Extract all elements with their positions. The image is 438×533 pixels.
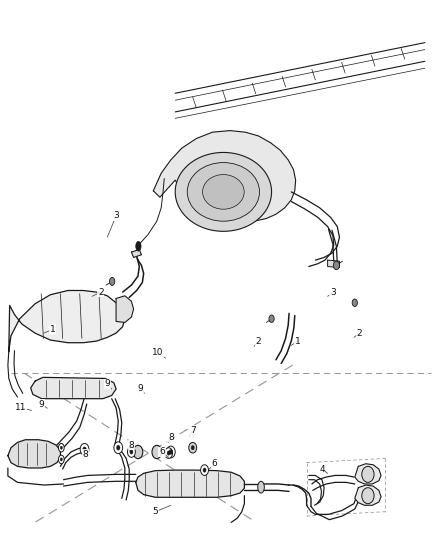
Ellipse shape [258,481,265,493]
Text: 9: 9 [104,379,110,388]
Text: 9: 9 [137,384,143,392]
Text: 2: 2 [256,337,261,345]
Text: 8: 8 [168,433,174,441]
Polygon shape [136,470,244,497]
Polygon shape [8,440,60,468]
Ellipse shape [352,299,357,306]
Ellipse shape [166,446,175,458]
Ellipse shape [165,448,173,458]
Ellipse shape [114,442,123,454]
Text: 5: 5 [152,507,159,516]
Text: 3: 3 [113,212,119,220]
Text: 10: 10 [152,349,163,357]
Text: 6: 6 [212,459,218,468]
Ellipse shape [60,446,63,449]
Ellipse shape [133,445,143,458]
Polygon shape [153,131,296,223]
Ellipse shape [201,465,208,475]
Ellipse shape [362,488,374,504]
Text: 2: 2 [357,329,362,337]
Ellipse shape [175,152,272,231]
Text: 2: 2 [98,288,103,296]
Text: 8: 8 [82,450,88,458]
Ellipse shape [60,458,63,461]
Ellipse shape [167,451,170,455]
Text: 1: 1 [49,325,56,334]
Ellipse shape [152,445,162,458]
Text: 3: 3 [330,288,336,296]
Ellipse shape [110,278,115,286]
Ellipse shape [130,450,133,454]
Text: 6: 6 [159,448,165,456]
Ellipse shape [59,443,64,452]
Ellipse shape [202,175,244,209]
Polygon shape [131,249,141,257]
Ellipse shape [80,443,89,455]
Ellipse shape [187,163,259,221]
Polygon shape [355,485,381,505]
Ellipse shape [362,466,374,482]
Polygon shape [116,296,134,322]
Text: 9: 9 [39,400,45,408]
Polygon shape [9,290,125,352]
Ellipse shape [59,455,64,464]
Ellipse shape [117,445,120,450]
Ellipse shape [191,446,194,450]
Polygon shape [355,464,381,484]
Ellipse shape [127,447,135,457]
Ellipse shape [203,468,206,472]
Text: 8: 8 [128,441,134,449]
Text: 4: 4 [319,465,325,473]
Ellipse shape [189,442,197,453]
Ellipse shape [83,447,86,451]
Text: 11: 11 [15,403,27,412]
Ellipse shape [269,315,274,322]
Polygon shape [31,377,116,399]
Ellipse shape [333,261,339,270]
Text: 7: 7 [190,426,196,435]
Polygon shape [328,260,339,268]
Ellipse shape [136,241,141,251]
Text: 1: 1 [295,337,301,345]
Ellipse shape [169,449,173,454]
